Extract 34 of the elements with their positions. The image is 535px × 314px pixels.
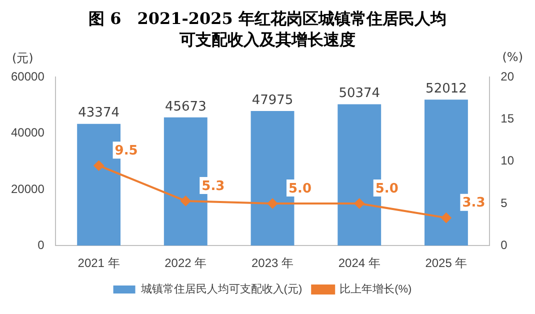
x-tick-label: 2021 年	[78, 256, 120, 270]
data-label: 3.3	[462, 196, 486, 211]
chart-title: 图 6 2021-2025 年红花岗区城镇常住居民人均可支配收入及其增长速度	[88, 8, 448, 50]
y2-tick-label: 10	[500, 154, 514, 168]
data-label: 45673	[164, 99, 206, 114]
y2-axis-title: (%)	[502, 50, 523, 66]
point	[441, 212, 452, 223]
x-tick-label: 2025 年	[425, 256, 468, 270]
data-label: 50374	[338, 86, 380, 102]
y2-tick-label: 0	[500, 238, 508, 252]
x-tick-label: 2022 年	[164, 256, 207, 270]
y2-tick-label: 5	[500, 196, 508, 210]
y-axis-title: (元)	[12, 50, 34, 67]
point	[180, 196, 191, 206]
y2-tick-label: 20	[500, 70, 514, 84]
data-label: 47975	[252, 92, 294, 108]
y-tick-label: 0	[38, 238, 45, 252]
x-tick-label: 2023 年	[251, 256, 294, 270]
y2-tick-label: 15	[500, 112, 514, 126]
point	[94, 160, 104, 171]
data-label: 5.0	[288, 181, 312, 196]
y-tick-label: 60000	[10, 70, 45, 84]
data-label: 43374	[78, 106, 120, 121]
data-label: 9.5	[114, 143, 138, 158]
point	[268, 198, 278, 208]
data-label: 5.3	[202, 178, 225, 194]
y-tick-label: 40000	[10, 126, 45, 140]
data-label: 5.0	[375, 181, 398, 196]
legend-label: 比上年增长(%)	[340, 282, 412, 296]
y-tick-label: 20000	[10, 182, 45, 196]
data-label: 52012	[426, 81, 467, 96]
point	[354, 198, 364, 208]
legend-label: 城镇常住居民人均可支配收入(元)	[140, 282, 302, 296]
x-tick-label: 2024 年	[338, 256, 380, 270]
